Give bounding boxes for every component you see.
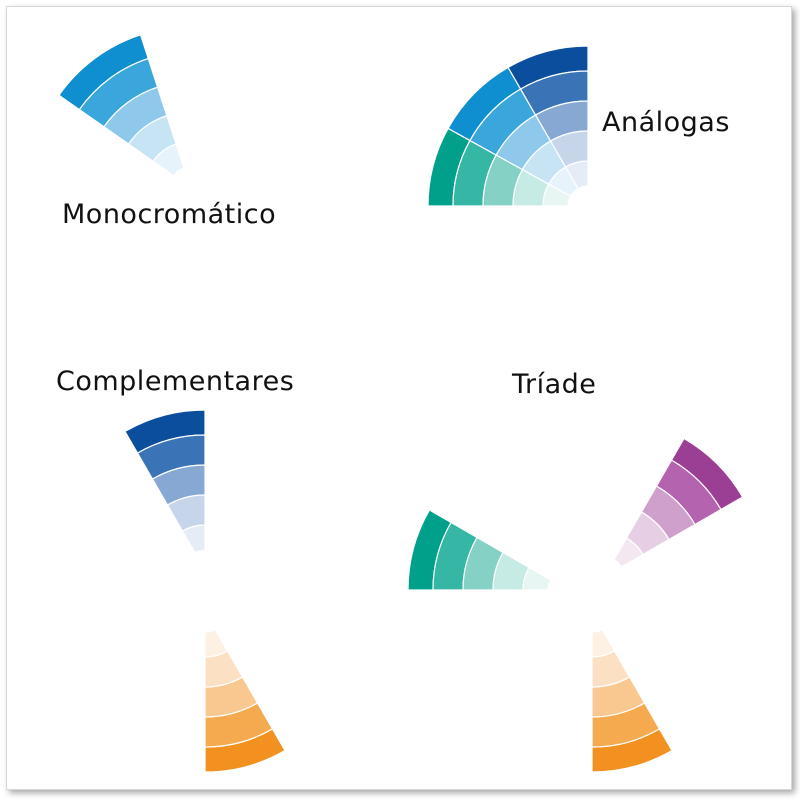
triad-purple-sector-band-5 bbox=[613, 537, 644, 568]
monochromatic-group bbox=[58, 34, 185, 177]
triad-label: Tríade bbox=[512, 369, 597, 400]
complementary-label: Complementares bbox=[56, 366, 295, 397]
analogous-label: Análogas bbox=[602, 107, 730, 138]
triad-orange-sector-band-5 bbox=[591, 628, 616, 658]
analogous-group bbox=[427, 45, 589, 207]
monochromatic-label: Monocromático bbox=[62, 199, 277, 230]
comp-orange-sector-band-5 bbox=[204, 628, 229, 658]
mono-blue-sector-band-5 bbox=[152, 143, 185, 177]
comp-blue-sector-band-5 bbox=[181, 524, 206, 554]
analog-teal-sector-band-5 bbox=[542, 183, 572, 207]
triad-group bbox=[407, 437, 744, 773]
triad-teal-sector-band-5 bbox=[522, 566, 552, 591]
complementary-group bbox=[124, 409, 286, 773]
